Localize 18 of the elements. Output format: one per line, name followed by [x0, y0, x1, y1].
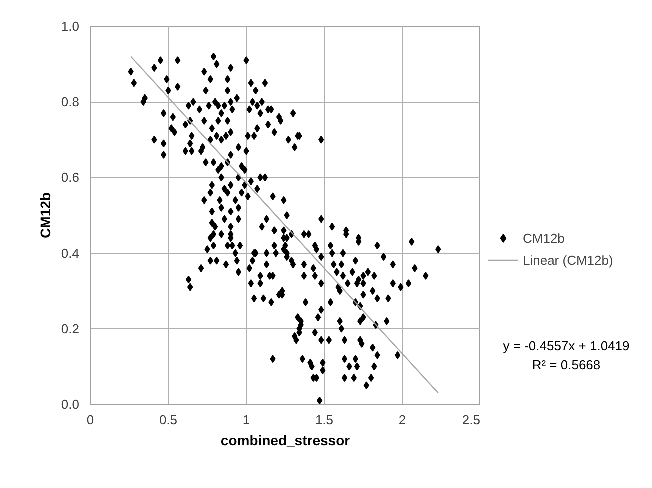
x-tick-label: 0 — [86, 412, 94, 428]
y-tick-label: 0.0 — [61, 397, 80, 412]
x-tick-label: 1 — [242, 412, 250, 428]
legend-label: Linear (CM12b) — [523, 252, 614, 268]
x-tick-label: 1.5 — [315, 412, 334, 428]
x-axis-title: combined_stressor — [220, 432, 351, 448]
x-tick-label: 2.5 — [462, 412, 481, 428]
y-tick-label: 0.6 — [61, 170, 80, 186]
legend-label: CM12b — [523, 230, 565, 246]
y-axis-title: CM12b — [37, 192, 54, 238]
y-tick-label: 0.8 — [61, 94, 80, 110]
y-tick-label: 0.4 — [61, 246, 80, 261]
text: y = -0.4557x + 1.0419 — [503, 338, 630, 354]
y-tick-label: 0.2 — [61, 321, 80, 336]
x-tick-label: 2 — [398, 412, 406, 428]
x-tick-label: 0.5 — [159, 412, 178, 428]
y-tick-label: 1.0 — [61, 19, 80, 34]
text: R² = 0.5668 — [532, 357, 601, 372]
